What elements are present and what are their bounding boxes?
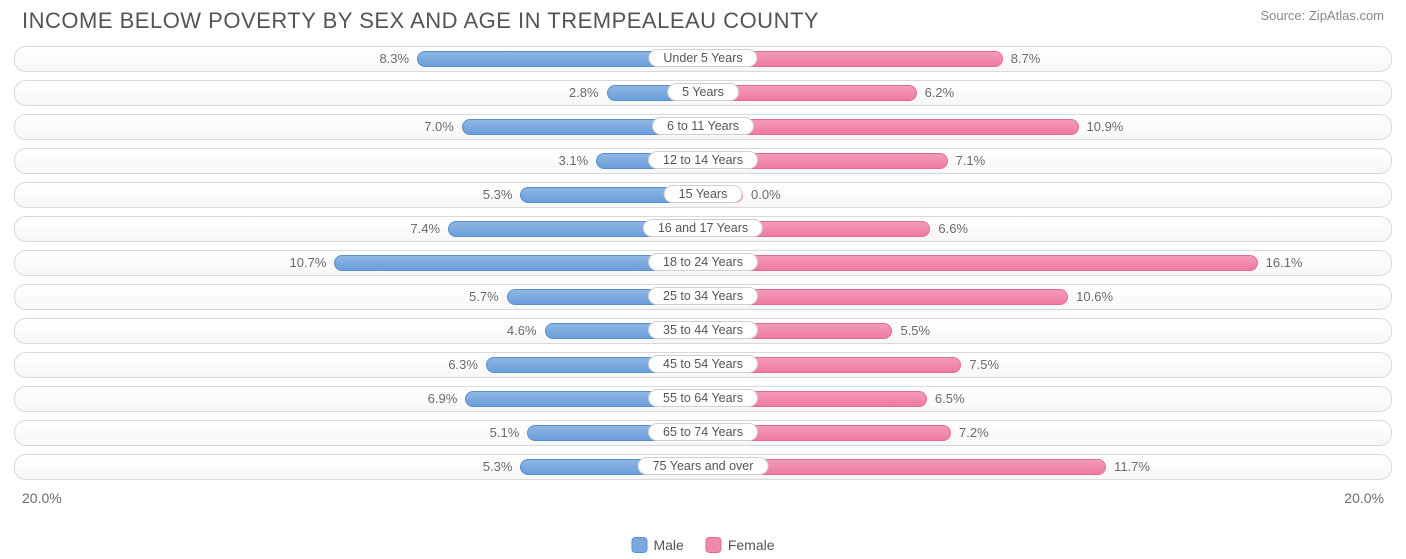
legend-male-label: Male xyxy=(653,537,683,553)
male-value-label: 8.3% xyxy=(379,51,409,66)
legend-male: Male xyxy=(631,537,683,553)
category-label: 16 and 17 Years xyxy=(643,219,763,237)
female-value-label: 6.5% xyxy=(935,391,965,406)
chart-row: 6.9% 6.5% 55 to 64 Years xyxy=(14,386,1392,412)
chart-row: 2.8% 6.2% 5 Years xyxy=(14,80,1392,106)
diverging-bar-chart: 8.3% 8.7% Under 5 Years 2.8% 6.2% 5 Years 7.0%… xyxy=(0,46,1406,480)
female-value-label: 5.5% xyxy=(900,323,930,338)
chart-row: 7.4% 6.6% 16 and 17 Years xyxy=(14,216,1392,242)
female-value-label: 7.2% xyxy=(959,425,989,440)
female-value-label: 7.5% xyxy=(969,357,999,372)
male-value-label: 6.9% xyxy=(428,391,458,406)
source-attribution: Source: ZipAtlas.com xyxy=(1260,8,1384,23)
category-label: 65 to 74 Years xyxy=(648,423,758,441)
male-value-label: 10.7% xyxy=(290,255,327,270)
legend: Male Female xyxy=(631,537,774,553)
legend-female-label: Female xyxy=(728,537,775,553)
chart-row: 7.0% 10.9% 6 to 11 Years xyxy=(14,114,1392,140)
female-value-label: 7.1% xyxy=(956,153,986,168)
category-label: 35 to 44 Years xyxy=(648,321,758,339)
category-label: 5 Years xyxy=(667,83,739,101)
chart-row: 8.3% 8.7% Under 5 Years xyxy=(14,46,1392,72)
male-value-label: 2.8% xyxy=(569,85,599,100)
female-value-label: 10.9% xyxy=(1087,119,1124,134)
female-value-label: 16.1% xyxy=(1266,255,1303,270)
male-value-label: 7.0% xyxy=(424,119,454,134)
male-value-label: 6.3% xyxy=(448,357,478,372)
category-label: 25 to 34 Years xyxy=(648,287,758,305)
female-value-label: 11.7% xyxy=(1114,459,1150,474)
female-value-label: 8.7% xyxy=(1011,51,1041,66)
female-value-label: 0.0% xyxy=(751,187,781,202)
male-value-label: 4.6% xyxy=(507,323,537,338)
female-value-label: 6.6% xyxy=(938,221,968,236)
category-label: 18 to 24 Years xyxy=(648,253,758,271)
chart-row: 3.1% 7.1% 12 to 14 Years xyxy=(14,148,1392,174)
male-value-label: 5.3% xyxy=(483,187,513,202)
category-label: 45 to 54 Years xyxy=(648,355,758,373)
category-label: 6 to 11 Years xyxy=(652,117,754,135)
chart-row: 4.6% 5.5% 35 to 44 Years xyxy=(14,318,1392,344)
female-bar xyxy=(703,255,1258,271)
axis-left-max: 20.0% xyxy=(22,490,62,506)
chart-row: 10.7% 16.1% 18 to 24 Years xyxy=(14,250,1392,276)
female-swatch-icon xyxy=(706,537,722,553)
category-label: 12 to 14 Years xyxy=(648,151,758,169)
female-value-label: 6.2% xyxy=(925,85,955,100)
male-value-label: 3.1% xyxy=(559,153,589,168)
chart-row: 5.1% 7.2% 65 to 74 Years xyxy=(14,420,1392,446)
chart-row: 5.3% 0.0% 15 Years xyxy=(14,182,1392,208)
category-label: 55 to 64 Years xyxy=(648,389,758,407)
chart-row: 5.3% 11.7% 75 Years and over xyxy=(14,454,1392,480)
chart-row: 6.3% 7.5% 45 to 54 Years xyxy=(14,352,1392,378)
male-value-label: 5.3% xyxy=(483,459,513,474)
chart-title: INCOME BELOW POVERTY BY SEX AND AGE IN T… xyxy=(22,8,819,34)
category-label: 15 Years xyxy=(664,185,743,203)
male-value-label: 7.4% xyxy=(410,221,440,236)
female-value-label: 10.6% xyxy=(1076,289,1113,304)
category-label: 75 Years and over xyxy=(638,457,769,475)
female-bar xyxy=(703,119,1079,135)
category-label: Under 5 Years xyxy=(648,49,757,67)
male-value-label: 5.1% xyxy=(490,425,520,440)
legend-female: Female xyxy=(706,537,775,553)
axis-right-max: 20.0% xyxy=(1344,490,1384,506)
male-value-label: 5.7% xyxy=(469,289,499,304)
male-swatch-icon xyxy=(631,537,647,553)
chart-row: 5.7% 10.6% 25 to 34 Years xyxy=(14,284,1392,310)
